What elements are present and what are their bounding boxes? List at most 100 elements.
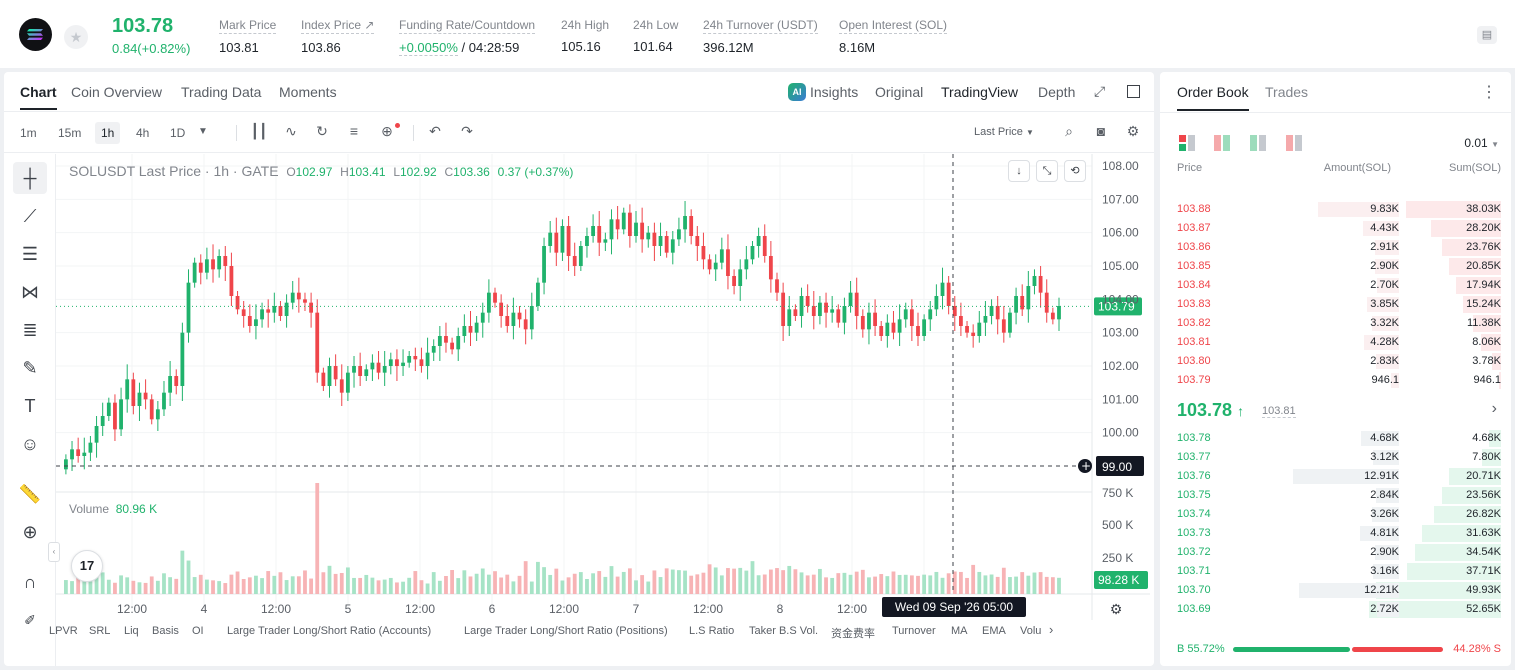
- bid-row[interactable]: 103.70 12.21K 49.93K: [1160, 581, 1511, 600]
- tab-trades[interactable]: Trades: [1265, 84, 1309, 100]
- candle-body: [566, 226, 571, 256]
- bid-row[interactable]: 103.69 2.72K 52.65K: [1160, 600, 1511, 619]
- indicator-ls-ratio[interactable]: L.S Ratio: [689, 625, 735, 637]
- ask-row[interactable]: 103.80 2.83K 3.78K: [1160, 352, 1511, 371]
- indicator-basis[interactable]: Basis: [152, 625, 179, 637]
- interval-1d[interactable]: 1D: [170, 126, 186, 140]
- book-icon[interactable]: ▤: [1477, 26, 1497, 44]
- redo-icon[interactable]: ↷: [461, 123, 473, 139]
- indicator-oi[interactable]: OI: [192, 625, 204, 637]
- search-icon[interactable]: ⌕: [1065, 123, 1073, 139]
- indicators-icon[interactable]: ∿: [285, 123, 297, 139]
- indicator-lt-ratio-positions[interactable]: Large Trader Long/Short Ratio (Positions…: [464, 625, 668, 637]
- indicator-ema[interactable]: EMA: [982, 625, 1006, 637]
- volume-bar: [100, 572, 105, 594]
- collapse-icon[interactable]: ⤡: [1036, 160, 1058, 182]
- ask-row[interactable]: 103.81 4.28K 8.06K: [1160, 333, 1511, 352]
- indicator-srl[interactable]: SRL: [89, 625, 111, 637]
- ruler-tool-icon[interactable]: 📏: [18, 484, 42, 504]
- trendline-tool-icon[interactable]: ⟋: [23, 206, 37, 226]
- view-original[interactable]: Original: [875, 84, 924, 100]
- view-asks-icon[interactable]: [1286, 135, 1302, 151]
- templates-icon[interactable]: ≡: [349, 123, 359, 139]
- interval-dropdown-icon[interactable]: ▼: [198, 126, 208, 137]
- pencil-tool-icon[interactable]: ✐: [24, 612, 36, 628]
- favorite-star-icon[interactable]: ★: [64, 25, 88, 49]
- bid-row[interactable]: 103.72 2.90K 34.54K: [1160, 543, 1511, 562]
- tradingview-logo[interactable]: 17: [71, 550, 103, 582]
- more-options-icon[interactable]: ⋮: [1481, 84, 1497, 101]
- expand-icon[interactable]: ⤢: [1094, 83, 1106, 99]
- candle-body: [756, 236, 761, 246]
- interval-15m[interactable]: 15m: [58, 126, 82, 140]
- horizontal-lines-tool-icon[interactable]: ☰: [21, 244, 39, 264]
- indicator-lpvr[interactable]: LPVR: [49, 625, 78, 637]
- camera-icon[interactable]: ◙: [1096, 123, 1106, 139]
- crosshair-tool-icon[interactable]: ┼: [13, 162, 47, 194]
- bid-row[interactable]: 103.77 3.12K 7.80K: [1160, 448, 1511, 467]
- view-depth[interactable]: Depth: [1038, 84, 1076, 100]
- view-bids-icon[interactable]: [1250, 135, 1266, 151]
- tab-chart[interactable]: Chart: [20, 84, 57, 110]
- undo-icon[interactable]: ↶: [429, 123, 441, 139]
- candle-body: [719, 249, 724, 263]
- scroll-down-icon[interactable]: ↓: [1008, 160, 1030, 182]
- bid-row[interactable]: 103.73 4.81K 31.63K: [1160, 524, 1511, 543]
- reset-view-icon[interactable]: ⟲: [1064, 160, 1086, 182]
- view-both-icon[interactable]: [1179, 135, 1195, 151]
- indicator-funding-rate[interactable]: 资金费率: [831, 628, 875, 640]
- precision-select[interactable]: 0.01 ▼: [1464, 136, 1499, 150]
- interval-1h[interactable]: 1h: [95, 122, 121, 144]
- view-tradingview[interactable]: TradingView: [941, 84, 1019, 100]
- last-price: 103.78: [112, 15, 174, 37]
- emoji-tool-icon[interactable]: ☺: [20, 434, 40, 454]
- volume-bar: [192, 577, 197, 594]
- chevron-right-icon[interactable]: ›: [1049, 622, 1054, 637]
- interval-4h[interactable]: 4h: [136, 126, 150, 140]
- ask-row[interactable]: 103.87 4.43K 28.20K: [1160, 219, 1511, 238]
- view-insights[interactable]: Insights: [810, 84, 859, 100]
- indicator-taker-vol[interactable]: Taker B.S Vol.: [749, 625, 819, 637]
- magnet-tool-icon[interactable]: ∩: [23, 572, 37, 592]
- bid-row[interactable]: 103.78 4.68K 4.68K: [1160, 429, 1511, 448]
- ask-row[interactable]: 103.85 2.90K 20.85K: [1160, 257, 1511, 276]
- pattern-tool-icon[interactable]: ⋈: [21, 282, 39, 302]
- tab-moments[interactable]: Moments: [279, 84, 337, 100]
- fib-tool-icon[interactable]: ≣: [22, 320, 38, 340]
- tab-trading-data[interactable]: Trading Data: [181, 84, 262, 100]
- collapse-toolbar-icon[interactable]: ‹: [48, 542, 60, 562]
- price-type-select[interactable]: Last Price ▼: [974, 126, 1034, 138]
- candle-type-icon[interactable]: ┃┃: [250, 123, 268, 139]
- stat-index-price[interactable]: Index Price ↗ 103.86: [301, 18, 375, 55]
- view-bids-asks-icon[interactable]: [1214, 135, 1230, 151]
- bid-row[interactable]: 103.71 3.16K 37.71K: [1160, 562, 1511, 581]
- ask-row[interactable]: 103.83 3.85K 15.24K: [1160, 295, 1511, 314]
- fullscreen-icon[interactable]: [1127, 85, 1140, 98]
- bid-row[interactable]: 103.74 3.26K 26.82K: [1160, 505, 1511, 524]
- ask-row[interactable]: 103.79 946.1 946.1: [1160, 371, 1511, 390]
- zoom-in-tool-icon[interactable]: ⊕: [22, 522, 38, 542]
- brush-tool-icon[interactable]: ✎: [22, 358, 38, 378]
- candlestick-chart[interactable]: 103.79 99.00 +98.28 K 108.00 107.00 106.00 105…: [56, 154, 1150, 620]
- ask-row[interactable]: 103.84 2.70K 17.94K: [1160, 276, 1511, 295]
- bid-row[interactable]: 103.76 12.91K 20.71K: [1160, 467, 1511, 486]
- candle-body: [738, 269, 743, 286]
- indicator-ma[interactable]: MA: [951, 625, 968, 637]
- ask-row[interactable]: 103.86 2.91K 23.76K: [1160, 238, 1511, 257]
- text-tool-icon[interactable]: T: [24, 396, 36, 416]
- ask-row[interactable]: 103.88 9.83K 38.03K: [1160, 200, 1511, 219]
- replay-icon[interactable]: ↻: [316, 123, 328, 139]
- interval-1m[interactable]: 1m: [20, 126, 37, 140]
- indicator-liq[interactable]: Liq: [124, 625, 139, 637]
- indicator-lt-ratio-accounts[interactable]: Large Trader Long/Short Ratio (Accounts): [227, 625, 432, 637]
- volume-bar: [204, 579, 209, 594]
- indicator-turnover[interactable]: Turnover: [892, 625, 936, 637]
- indicator-volume[interactable]: Volu: [1020, 625, 1042, 637]
- settings-gear-icon[interactable]: ⚙: [1126, 123, 1140, 139]
- chevron-right-icon[interactable]: ›: [1491, 400, 1497, 417]
- tab-order-book[interactable]: Order Book: [1177, 84, 1249, 111]
- tab-coin-overview[interactable]: Coin Overview: [71, 84, 163, 100]
- ask-row[interactable]: 103.82 3.32K 11.38K: [1160, 314, 1511, 333]
- add-indicator-icon[interactable]: ⊕: [381, 123, 393, 139]
- bid-row[interactable]: 103.75 2.84K 23.56K: [1160, 486, 1511, 505]
